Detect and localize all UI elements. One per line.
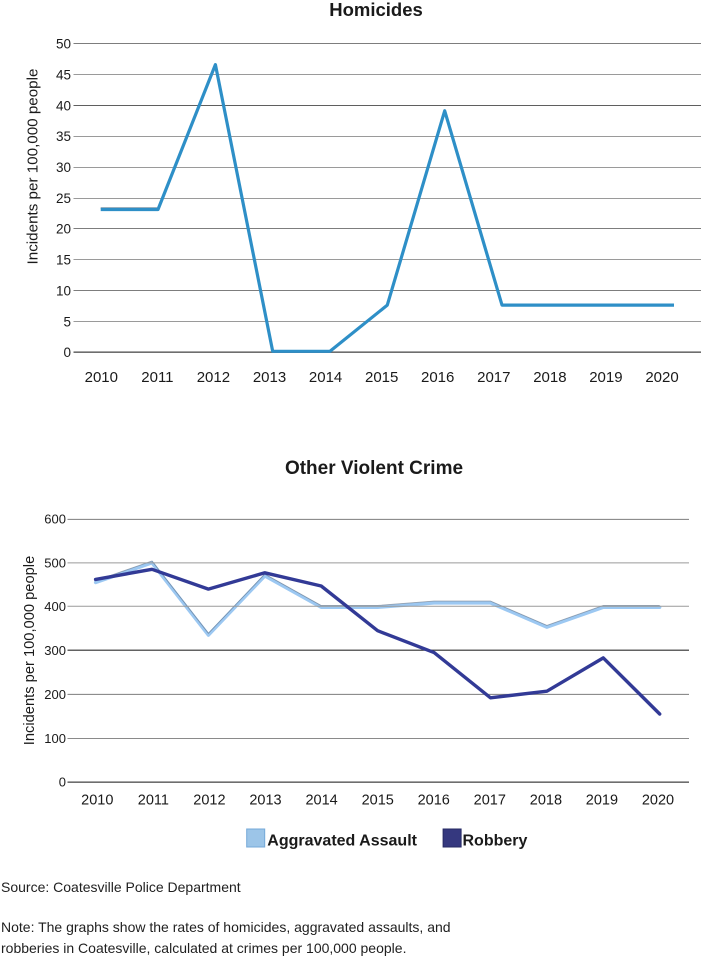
svg-text:300: 300: [44, 643, 66, 658]
svg-text:Aggravated Assault: Aggravated Assault: [267, 832, 417, 849]
svg-text:200: 200: [44, 687, 66, 702]
svg-text:Robbery: Robbery: [463, 832, 528, 849]
svg-text:50: 50: [56, 37, 71, 52]
svg-text:2019: 2019: [586, 793, 618, 809]
svg-text:2018: 2018: [530, 793, 562, 809]
svg-text:600: 600: [44, 512, 66, 527]
svg-text:2011: 2011: [138, 793, 169, 809]
svg-text:2019: 2019: [589, 369, 622, 386]
svg-text:2017: 2017: [474, 793, 506, 809]
svg-text:45: 45: [56, 67, 71, 82]
svg-text:20: 20: [56, 222, 71, 237]
svg-text:2015: 2015: [362, 793, 394, 809]
svg-text:2020: 2020: [642, 793, 674, 809]
svg-text:Homicides: Homicides: [329, 0, 423, 20]
svg-text:5: 5: [63, 314, 71, 329]
svg-text:0: 0: [63, 345, 71, 360]
svg-text:2011: 2011: [141, 369, 173, 386]
svg-text:2020: 2020: [645, 369, 678, 386]
svg-text:0: 0: [59, 775, 66, 790]
svg-text:100: 100: [44, 731, 66, 746]
svg-text:2010: 2010: [85, 369, 118, 386]
svg-text:Incidents per 100,000 people: Incidents per 100,000 people: [25, 69, 42, 265]
svg-text:2016: 2016: [418, 793, 450, 809]
svg-text:Source: Coatesville Police Dep: Source: Coatesville Police Department: [1, 879, 241, 895]
svg-text:Incidents per 100,000 people: Incidents per 100,000 people: [22, 556, 38, 745]
svg-text:2013: 2013: [253, 369, 286, 386]
svg-text:2018: 2018: [533, 369, 566, 386]
svg-text:Other Violent Crime: Other Violent Crime: [285, 458, 463, 479]
svg-text:2016: 2016: [421, 369, 454, 386]
svg-text:2015: 2015: [365, 369, 398, 386]
svg-text:robberies in Coatesville, calc: robberies in Coatesville, calculated at …: [1, 940, 406, 956]
svg-text:2012: 2012: [193, 793, 225, 809]
svg-text:35: 35: [56, 129, 71, 144]
svg-text:15: 15: [56, 253, 71, 268]
svg-text:2017: 2017: [477, 369, 510, 386]
svg-text:2010: 2010: [81, 793, 113, 809]
svg-text:25: 25: [56, 191, 71, 206]
svg-text:2014: 2014: [309, 369, 342, 386]
svg-text:2014: 2014: [305, 793, 337, 809]
svg-text:2012: 2012: [197, 369, 230, 386]
svg-text:10: 10: [56, 284, 71, 299]
svg-text:2013: 2013: [249, 793, 281, 809]
svg-text:30: 30: [56, 160, 71, 175]
svg-text:500: 500: [44, 555, 66, 570]
svg-text:Note: The graphs show the rate: Note: The graphs show the rates of homic…: [1, 919, 451, 935]
svg-text:40: 40: [56, 98, 71, 113]
svg-text:400: 400: [44, 599, 66, 614]
